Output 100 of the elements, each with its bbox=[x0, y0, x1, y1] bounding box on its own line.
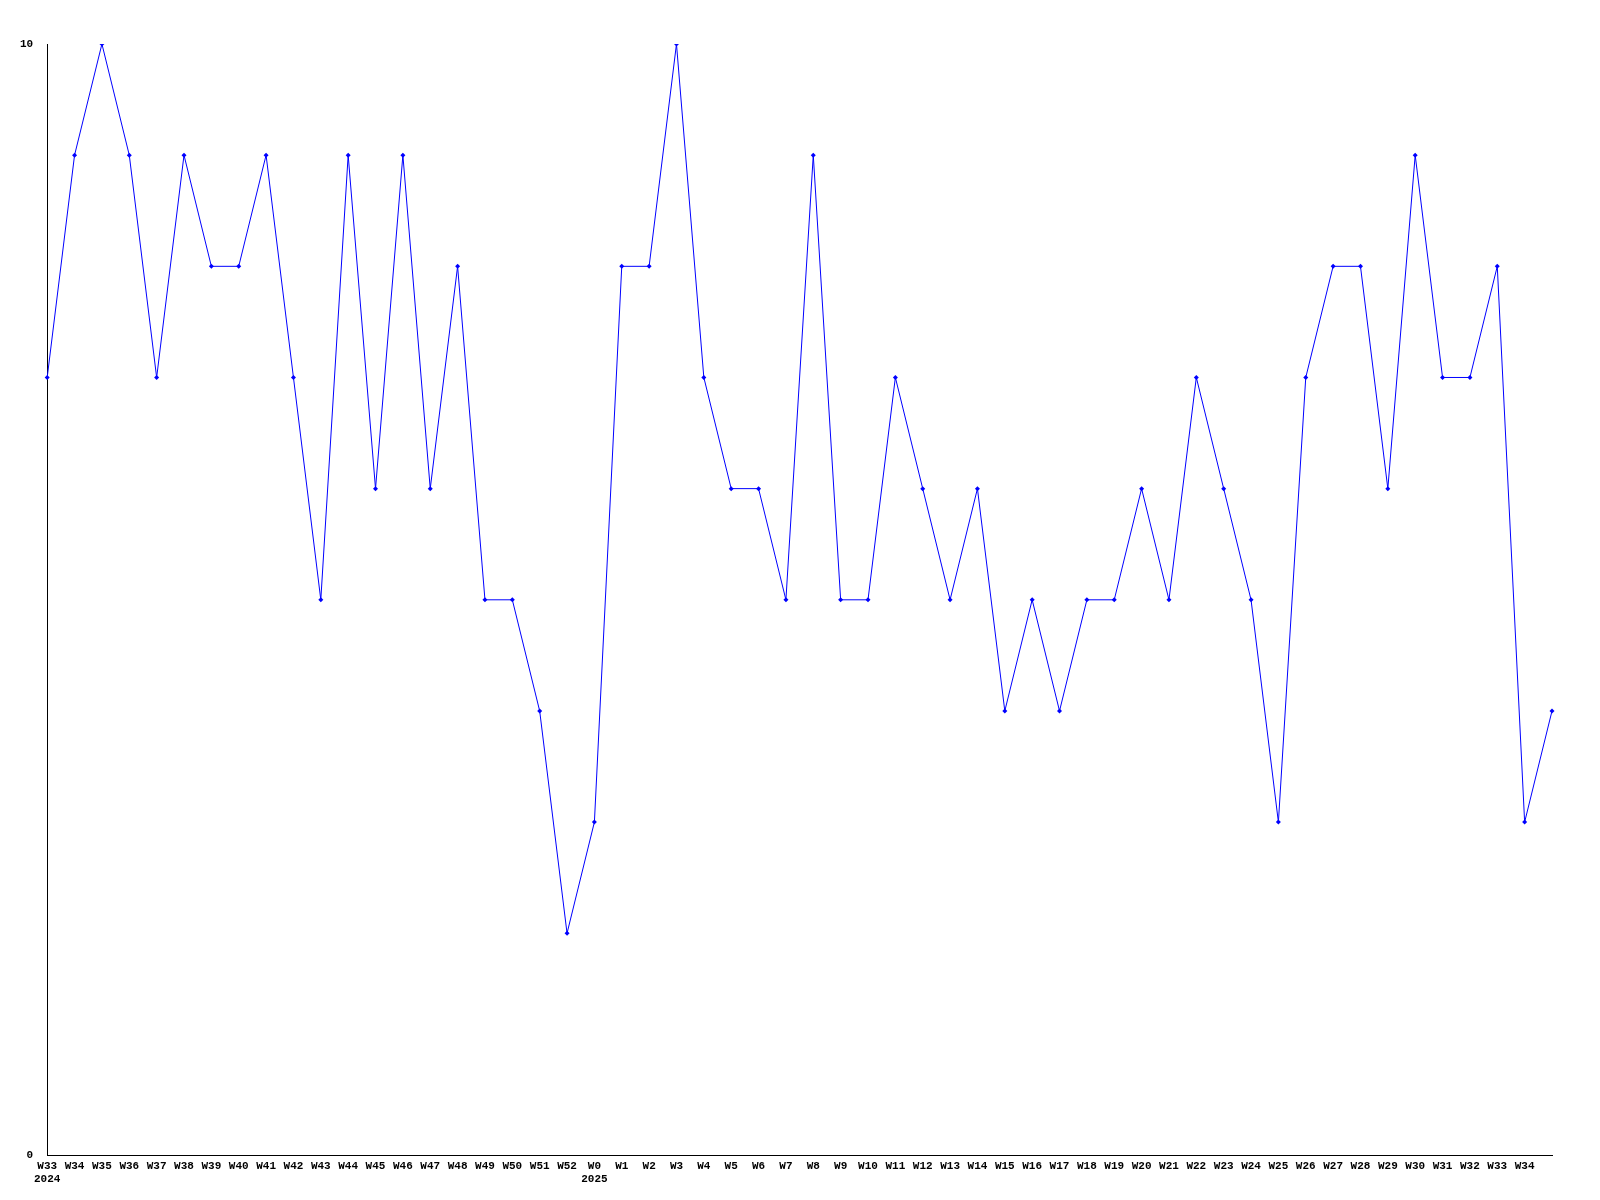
point bbox=[701, 374, 707, 380]
point bbox=[290, 374, 296, 380]
point bbox=[619, 263, 625, 269]
x-tick-label: W31 bbox=[1432, 1159, 1453, 1172]
x-tick-label: W38 bbox=[174, 1159, 195, 1172]
point bbox=[865, 597, 871, 603]
x-tick-label: W2 bbox=[642, 1159, 656, 1172]
x-tick-label: W39 bbox=[201, 1159, 222, 1172]
y-tick-label: 10 bbox=[20, 37, 34, 50]
point bbox=[1385, 486, 1391, 492]
x-tick-label: W17 bbox=[1049, 1159, 1070, 1172]
point bbox=[920, 486, 926, 492]
x-tick-label: W10 bbox=[858, 1159, 878, 1172]
point bbox=[1193, 374, 1199, 380]
point bbox=[72, 152, 78, 158]
point bbox=[1303, 374, 1309, 380]
x-tick-label: W26 bbox=[1295, 1159, 1316, 1172]
point bbox=[1111, 597, 1117, 603]
x-tick-label: W21 bbox=[1159, 1159, 1180, 1172]
x-tick-label: W5 bbox=[724, 1159, 739, 1172]
point bbox=[345, 152, 351, 158]
x-tick-label: W9 bbox=[834, 1159, 848, 1172]
point bbox=[208, 263, 214, 269]
x-tick-label: W44 bbox=[338, 1159, 359, 1172]
point bbox=[537, 708, 543, 714]
x-tick-label: W46 bbox=[392, 1159, 413, 1172]
x-tick-label: W33 2024 bbox=[34, 1159, 61, 1186]
point bbox=[126, 152, 132, 158]
point bbox=[1412, 152, 1418, 158]
point bbox=[44, 374, 50, 380]
x-tick-label: W48 bbox=[447, 1159, 468, 1172]
point bbox=[263, 152, 269, 158]
x-tick-label: W47 bbox=[420, 1159, 441, 1172]
point bbox=[1029, 597, 1035, 603]
point bbox=[236, 263, 242, 269]
x-tick-label: W41 bbox=[256, 1159, 277, 1172]
x-tick-label: W14 bbox=[967, 1159, 988, 1172]
point bbox=[564, 930, 570, 936]
x-tick-label: W12 bbox=[912, 1159, 933, 1172]
x-tick-label: W28 bbox=[1350, 1159, 1371, 1172]
point bbox=[974, 486, 980, 492]
x-tick-label: W36 bbox=[119, 1159, 140, 1172]
point bbox=[318, 597, 324, 603]
x-tick-label: W52 bbox=[557, 1159, 577, 1172]
point bbox=[1440, 374, 1446, 380]
x-tick-label: W43 bbox=[310, 1159, 332, 1172]
point bbox=[400, 152, 406, 158]
point bbox=[1467, 374, 1473, 380]
point bbox=[1522, 819, 1528, 825]
x-tick-label: W22 bbox=[1186, 1159, 1207, 1172]
x-tick-label: W30 bbox=[1405, 1159, 1426, 1172]
point bbox=[838, 597, 844, 603]
x-tick-label: W18 bbox=[1076, 1159, 1098, 1172]
x-tick-label: W27 bbox=[1323, 1159, 1344, 1172]
point bbox=[1084, 597, 1090, 603]
x-tick-label: W3 bbox=[669, 1159, 684, 1172]
x-tick-label: W33 bbox=[1487, 1159, 1508, 1172]
x-tick-label: W13 bbox=[940, 1159, 961, 1172]
point bbox=[1166, 597, 1172, 603]
point bbox=[1357, 263, 1363, 269]
point bbox=[1549, 708, 1555, 714]
x-tick-label: W25 bbox=[1268, 1159, 1289, 1172]
point bbox=[1275, 819, 1281, 825]
x-tick-label: W19 bbox=[1104, 1159, 1125, 1172]
point bbox=[756, 486, 762, 492]
point bbox=[591, 819, 597, 825]
point bbox=[1330, 263, 1336, 269]
point bbox=[783, 597, 789, 603]
x-tick-label: W16 bbox=[1022, 1159, 1043, 1172]
point bbox=[1139, 486, 1145, 492]
point bbox=[482, 597, 488, 603]
point bbox=[646, 263, 652, 269]
point bbox=[1002, 708, 1008, 714]
point bbox=[373, 486, 379, 492]
x-tick-label: W37 bbox=[146, 1159, 167, 1172]
point bbox=[947, 597, 953, 603]
x-tick-label: W1 bbox=[615, 1159, 629, 1172]
x-tick-label: W32 bbox=[1460, 1159, 1480, 1172]
point bbox=[1494, 263, 1500, 269]
point bbox=[154, 374, 160, 380]
point bbox=[455, 263, 461, 269]
x-tick-label: W4 bbox=[697, 1159, 711, 1172]
x-tick-label: W29 bbox=[1377, 1159, 1398, 1172]
x-tick-label: W50 bbox=[502, 1159, 523, 1172]
x-tick-label: W0 2025 bbox=[581, 1159, 608, 1186]
x-tick-label: W34 bbox=[1514, 1159, 1535, 1172]
point bbox=[427, 486, 433, 492]
x-tick-label: W35 bbox=[92, 1159, 113, 1172]
x-tick-label: W15 bbox=[994, 1159, 1016, 1172]
x-tick-label: W8 bbox=[806, 1159, 821, 1172]
point bbox=[810, 152, 816, 158]
x-tick-label: W42 bbox=[283, 1159, 304, 1172]
x-tick-label: W51 bbox=[529, 1159, 550, 1172]
y-tick-label: 0 bbox=[26, 1149, 34, 1162]
x-tick-label: W34 bbox=[64, 1159, 85, 1172]
point bbox=[728, 486, 734, 492]
point bbox=[1057, 708, 1063, 714]
x-tick-label: W23 bbox=[1213, 1159, 1234, 1172]
point bbox=[181, 152, 187, 158]
x-tick-label: W20 bbox=[1131, 1159, 1152, 1172]
